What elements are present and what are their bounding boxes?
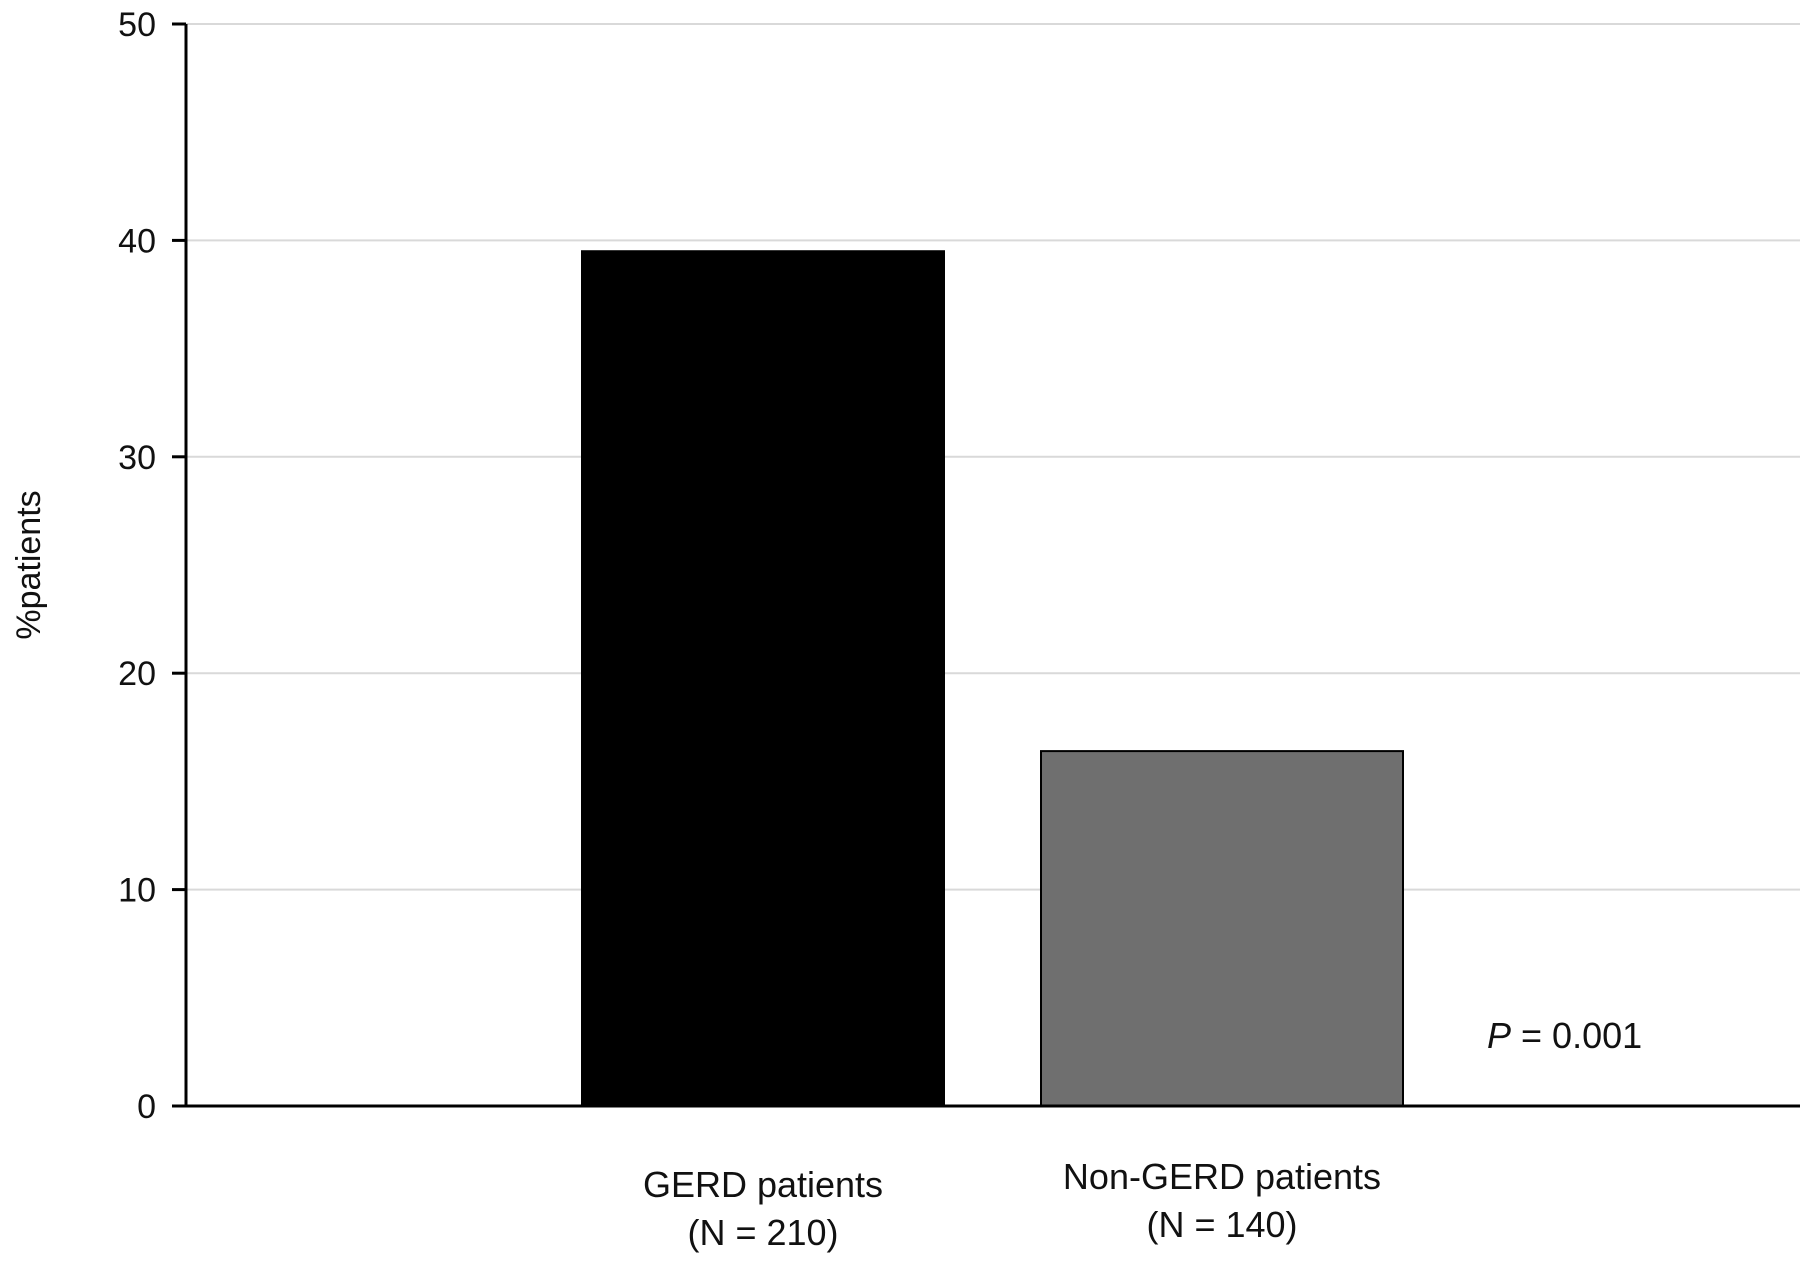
y-tick-label: 0 bbox=[137, 1088, 156, 1126]
x-category-label: GERD patients bbox=[643, 1164, 883, 1205]
y-ticks: 0 10 20 30 40 50 bbox=[118, 6, 186, 1126]
y-tick-label: 50 bbox=[118, 6, 156, 44]
x-category-label: Non-GERD patients bbox=[1063, 1156, 1381, 1197]
bar bbox=[1040, 750, 1404, 1107]
y-tick-label: 20 bbox=[118, 655, 156, 693]
axes bbox=[172, 24, 1800, 1108]
y-tick-label: 30 bbox=[118, 439, 156, 477]
y-tick-label: 40 bbox=[118, 222, 156, 260]
bar bbox=[581, 250, 945, 1108]
gridlines bbox=[186, 23, 1800, 891]
x-category-label: (N = 210) bbox=[687, 1212, 838, 1253]
x-category-labels: GERD patients (N = 210) Non-GERD patients (… bbox=[643, 1156, 1381, 1253]
p-value-annotation: P = 0.001 bbox=[1487, 1015, 1642, 1056]
y-axis-title: %patients bbox=[10, 490, 48, 639]
p-value-text: = 0.001 bbox=[1511, 1015, 1642, 1056]
y-tick-label: 10 bbox=[118, 872, 156, 910]
bars bbox=[581, 250, 1404, 1108]
p-value-symbol: P bbox=[1487, 1015, 1511, 1056]
x-category-label: (N = 140) bbox=[1146, 1204, 1297, 1245]
